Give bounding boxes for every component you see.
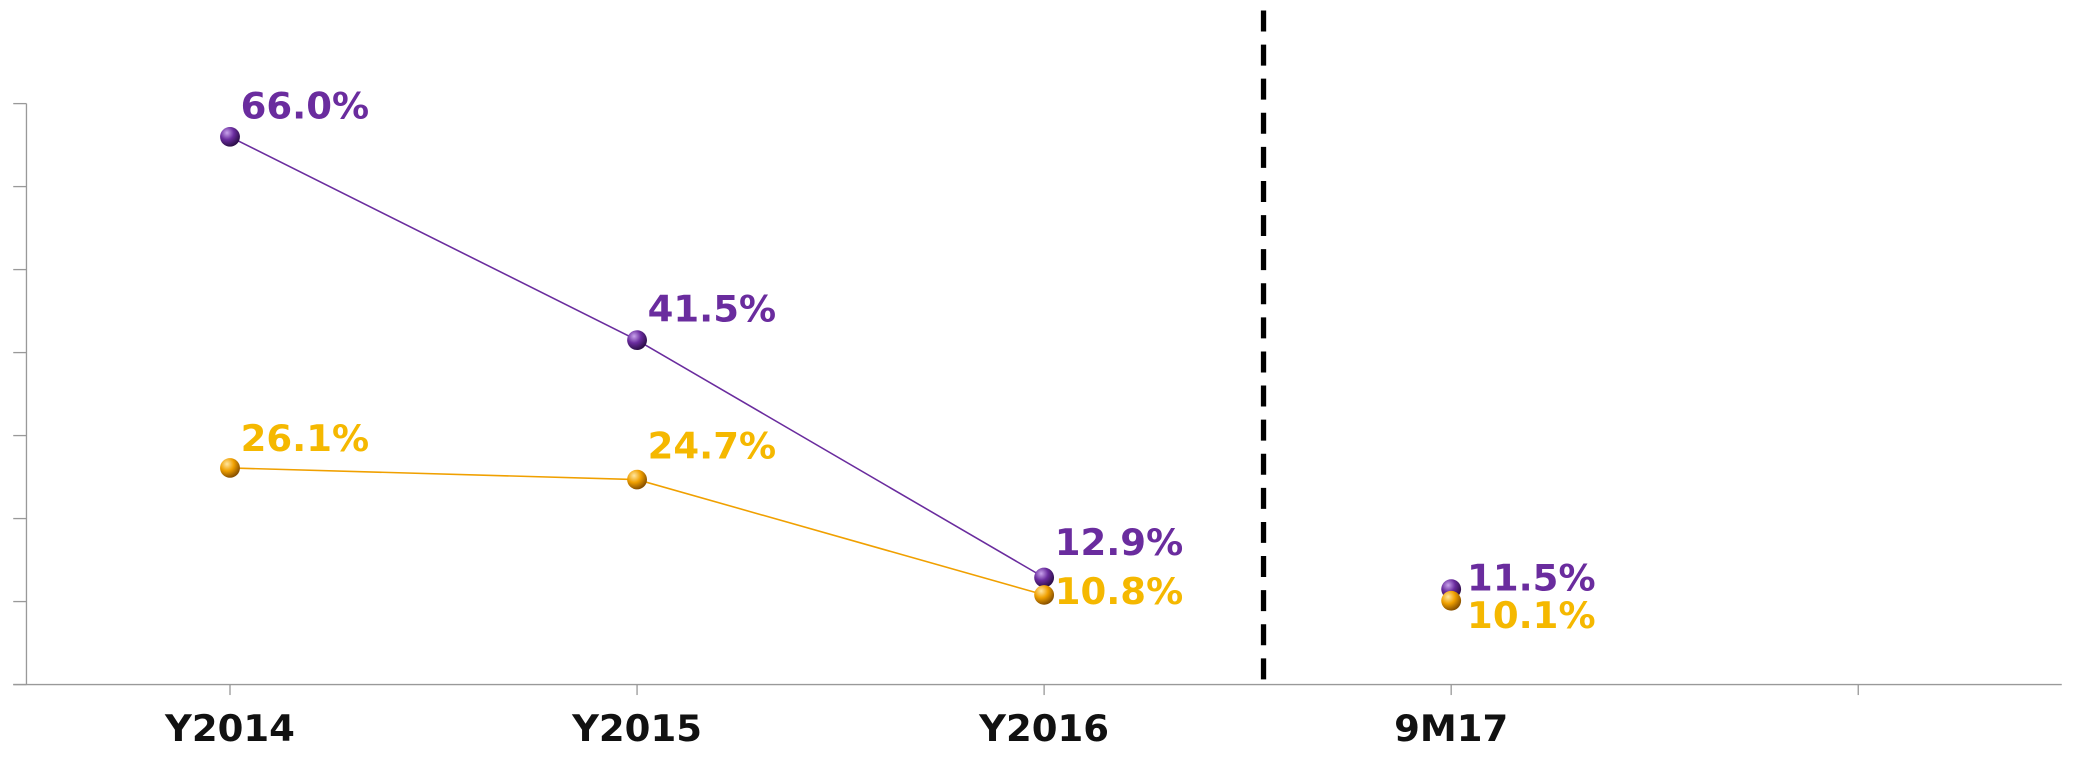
- marker: [220, 458, 240, 478]
- marker: [220, 126, 240, 147]
- data-label: 24.7%: [648, 425, 777, 468]
- marker: [627, 330, 647, 350]
- x-tick-label: Y2014: [164, 707, 295, 750]
- data-label: 12.9%: [1055, 521, 1184, 564]
- marker: [627, 469, 647, 490]
- data-label: 10.1%: [1467, 594, 1596, 637]
- marker: [1034, 585, 1055, 605]
- data-label: 26.1%: [241, 417, 370, 460]
- x-tick-label: Y2016: [978, 707, 1109, 750]
- marker: [1441, 590, 1462, 611]
- series-line: [229, 136, 1045, 579]
- data-label: 11.5%: [1467, 557, 1596, 600]
- x-tick-label: Y2015: [571, 707, 702, 750]
- data-label: 66.0%: [241, 85, 370, 128]
- data-label: 10.8%: [1055, 570, 1184, 613]
- marker: [1034, 567, 1055, 588]
- data-label: 41.5%: [648, 288, 777, 331]
- x-tick-label: 9M17: [1394, 707, 1508, 750]
